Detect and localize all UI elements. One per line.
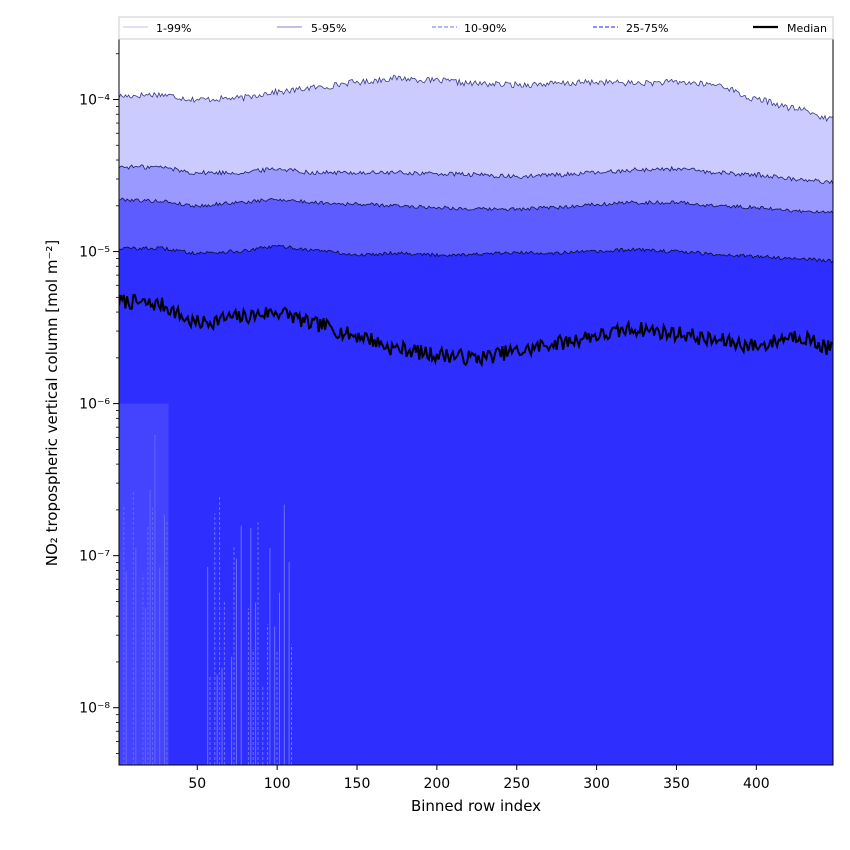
y-tick-label: 10⁻⁶ (79, 397, 110, 413)
series-line-median (119, 293, 833, 368)
x-tick-label: 150 (344, 776, 371, 792)
lower-band-fill (119, 403, 169, 765)
x-tick-label: 400 (743, 776, 770, 792)
x-tick-label: 100 (264, 776, 291, 792)
x-tick-label: 250 (503, 776, 530, 792)
x-tick-label: 300 (583, 776, 610, 792)
legend-label: 25-75% (626, 22, 668, 35)
band-edge-5-95% (119, 164, 833, 185)
legend-box (118, 16, 834, 40)
x-tick-label: 200 (423, 776, 450, 792)
x-tick-label: 50 (188, 776, 206, 792)
legend-label: 1-99% (156, 22, 191, 35)
x-axis-label: Binned row index (411, 797, 541, 815)
band-edge-10-90% (119, 197, 833, 214)
y-axis-label: NO₂ tropospheric vertical column [mol m⁻… (43, 240, 61, 566)
legend-label: 5-95% (311, 22, 346, 35)
band-fill-25-75% (119, 245, 833, 765)
band-edge-1-99% (119, 74, 833, 122)
band-edge-25-75% (119, 244, 833, 264)
legend: 1-99% 5-95% 10-90% 25-75% Median (118, 16, 834, 40)
legend-label: Median (787, 22, 827, 35)
median-layer (119, 293, 833, 368)
x-tick-label: 350 (663, 776, 690, 792)
y-tick-label: 10⁻⁸ (79, 701, 110, 717)
y-tick-label: 10⁻⁵ (79, 245, 110, 261)
legend-label: 10-90% (464, 22, 506, 35)
bands-layer (119, 74, 833, 765)
y-tick-label: 10⁻⁷ (79, 549, 110, 565)
y-tick-label: 10⁻⁴ (79, 93, 110, 109)
